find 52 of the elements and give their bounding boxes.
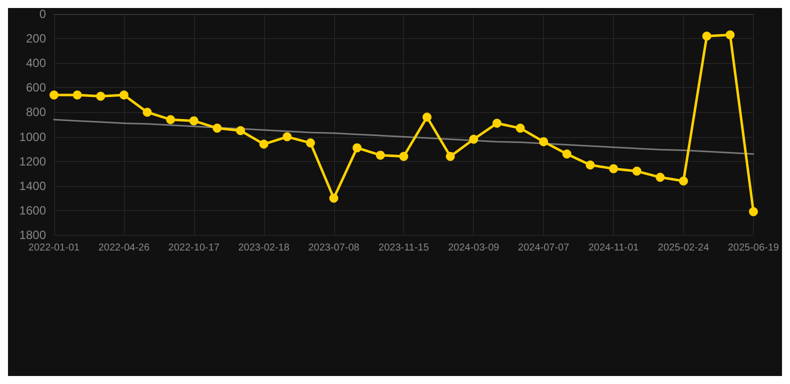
point [306,138,315,148]
point [586,160,595,170]
x-tick-label: 2023-07-08 [308,242,360,254]
x-tick-label: 2022-01-01 [28,242,80,254]
point [656,172,665,182]
point [726,30,735,40]
point [236,126,246,136]
y-tick-label: 1800 [19,228,46,242]
x-tick-label: 2022-10-17 [168,242,220,254]
point [492,118,502,128]
point [422,112,432,122]
point [748,207,758,216]
point [516,124,525,133]
point [96,92,106,101]
point [166,115,176,124]
point [446,152,455,161]
y-tick-label: 1600 [19,203,46,218]
point [539,137,548,146]
y-tick-label: 1000 [19,130,46,144]
point [119,90,128,100]
x-tick-label: 2025-02-24 [658,242,710,254]
point [609,164,618,174]
x-tick-label: 2023-11-15 [378,242,430,254]
point [632,166,642,176]
y-tick-label: 200 [26,32,46,46]
point [259,140,268,149]
x-tick-label: 2025-06-19 [728,242,780,254]
point [329,194,338,203]
y-tick-label: 1200 [19,154,46,168]
point [282,132,292,142]
y-tick-label: 600 [26,80,46,95]
point [702,32,712,41]
point [142,108,152,117]
point [678,176,688,186]
x-tick-label: 2024-07-07 [518,242,570,254]
x-tick-label: 2024-11-01 [588,242,640,254]
point [399,152,408,161]
point [50,90,58,100]
point [72,90,82,100]
x-tick-label: 2022-04-26 [98,242,150,254]
y-tick-label: 0 [39,7,46,21]
x-tick-label: 2023-02-18 [238,242,290,254]
point [189,116,198,126]
point [469,134,478,144]
point [562,149,572,158]
y-tick-label: 1400 [19,178,46,193]
y-tick-label: 400 [26,56,46,70]
point [212,124,222,133]
y-tick-label: 800 [26,105,46,120]
x-tick-label: 2024-03-09 [448,242,500,254]
point [376,150,385,160]
point [352,143,362,152]
